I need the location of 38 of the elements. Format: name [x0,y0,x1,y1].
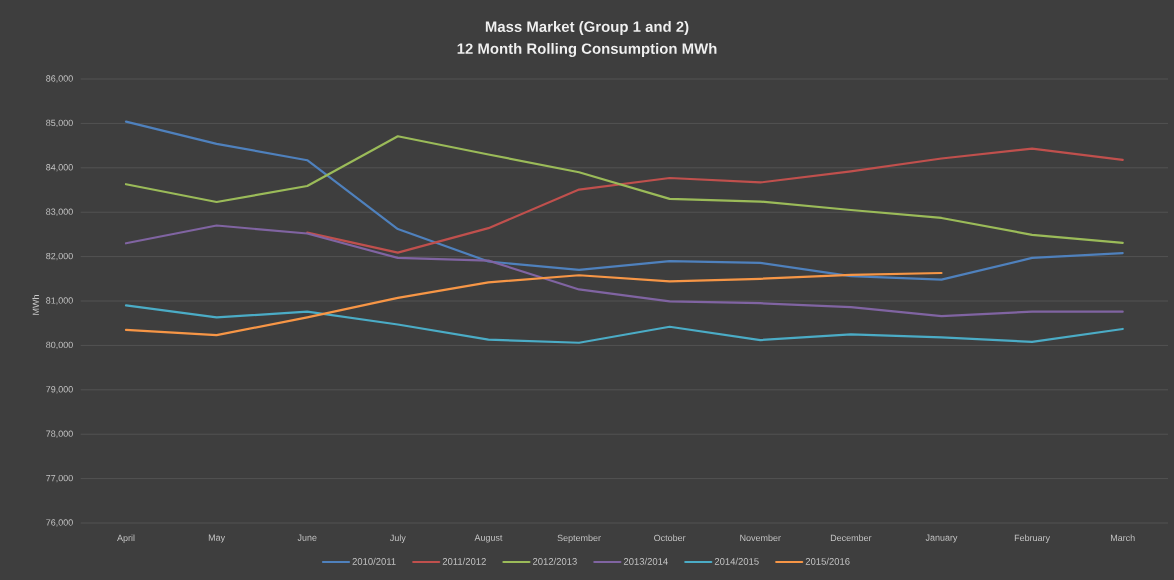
x-tick-label: May [208,534,226,543]
y-tick-label: 78,000 [46,430,73,438]
legend-label: 2013/2014 [623,557,668,565]
x-tick-label: July [390,534,406,543]
y-tick-label: 82,000 [46,252,73,261]
y-axis-title: MWh [32,295,39,315]
legend-label: 2010/2011 [352,557,396,565]
legend-label: 2011/2012 [442,557,486,565]
chart-title: Mass Market (Group 1 and 2) [485,21,689,35]
x-tick-label: June [297,534,317,541]
y-tick-label: 76,000 [46,519,73,527]
line-series [306,147,1124,254]
legend-label: 2014/2015 [714,557,759,565]
y-tick-label: 86,000 [46,75,73,83]
y-tick-label: 81,000 [46,297,73,305]
y-tick-label: 79,000 [46,386,73,394]
legend-label: 2012/2013 [532,557,577,565]
x-tick-label: January [925,534,958,543]
line-series [124,271,943,337]
x-tick-label: September [557,534,601,543]
chart-subtitle: 12 Month Rolling Consumption MWh [457,43,717,57]
x-tick-label: December [830,534,872,542]
line-series [124,120,1124,281]
y-tick-label: 84,000 [46,164,73,172]
x-tick-label: February [1014,534,1051,543]
y-tick-label: 80,000 [46,341,73,350]
y-tick-label: 85,000 [46,119,73,128]
legend-label: 2015/2016 [805,557,850,565]
line-series [124,304,1124,344]
y-tick-label: 83,000 [46,208,73,216]
x-tick-label: November [740,534,781,542]
x-tick-label: April [117,534,135,543]
y-tick-label: 77,000 [46,474,73,483]
line-series [124,224,1124,318]
line-series [124,135,1124,244]
x-tick-label: October [654,534,686,542]
x-tick-label: March [1110,534,1135,542]
x-tick-label: August [474,534,503,543]
